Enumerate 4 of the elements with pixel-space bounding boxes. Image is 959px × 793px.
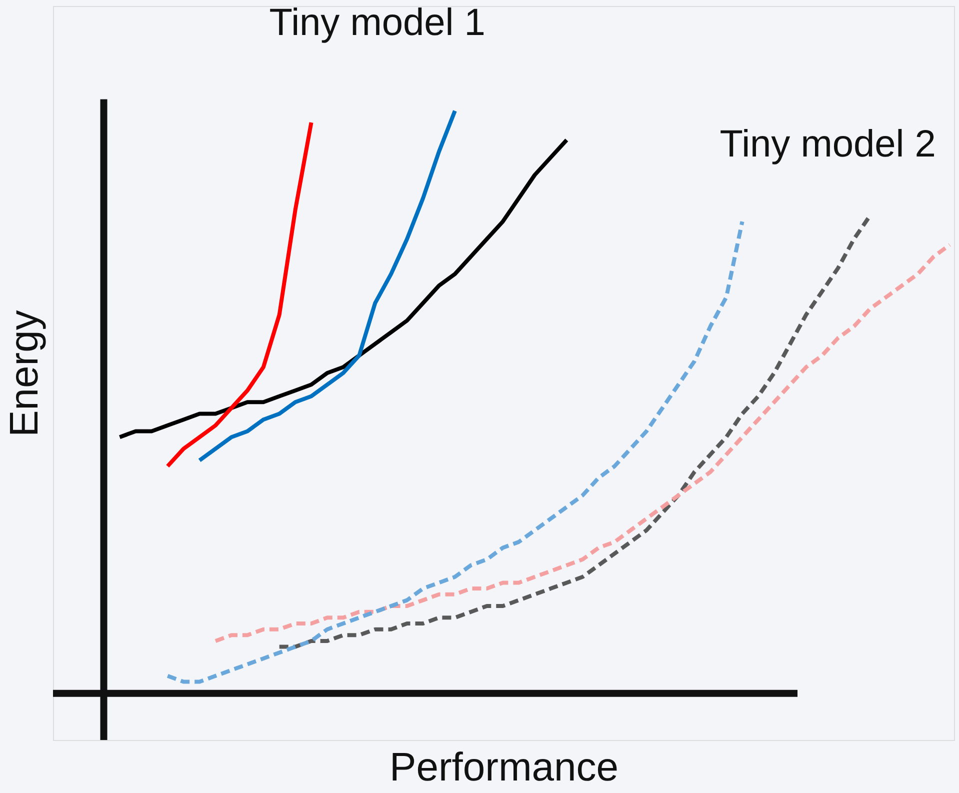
- text: Tiny model 1: [269, 2, 486, 44]
- y-axis-title: Energy: [2, 310, 46, 437]
- annotation: Tiny model 2: [720, 123, 936, 166]
- x-axis-title: Performance: [390, 746, 618, 790]
